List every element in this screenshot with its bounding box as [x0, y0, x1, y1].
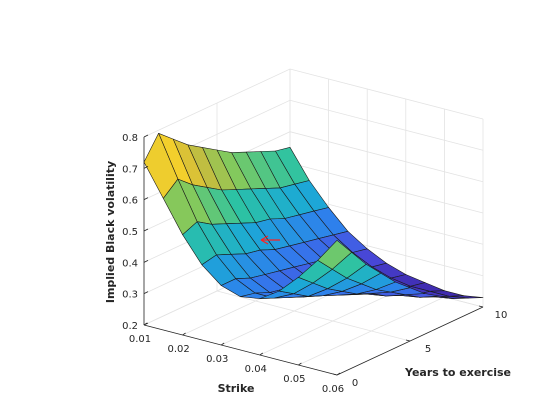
surface-patch: [317, 240, 352, 270]
x-tick-label: 0.02: [167, 344, 189, 355]
z-tick-label: 0.4: [122, 258, 138, 269]
z-tick: [143, 134, 149, 138]
z-tick: [143, 197, 149, 201]
z-tick: [143, 228, 149, 232]
z-tick: [143, 259, 149, 263]
data-cursor-marker: [260, 235, 280, 245]
tick-labels: 0.2 0.3 0.4 0.5 0.6 0.7 0.8 0.01 0.02 0.03 0.04 0.0…: [122, 133, 507, 395]
x-tick-label: 0.04: [245, 364, 267, 375]
surface-mesh: [143, 133, 484, 300]
z-tick: [143, 291, 149, 295]
y-tick: [478, 305, 484, 308]
y-tick: [332, 373, 338, 376]
z-tick-label: 0.5: [122, 227, 138, 238]
y-axis-label: Years to exercise: [404, 366, 511, 379]
x-tick: [336, 372, 341, 376]
x-tick: [182, 332, 186, 336]
x-tick-label: 0.03: [206, 354, 228, 365]
y-tick-label: 5: [425, 344, 431, 355]
x-axis-line: [143, 324, 338, 376]
x-axis-label: Strike: [218, 382, 255, 395]
y-tick-label: 10: [495, 310, 508, 321]
y-tick: [405, 339, 411, 342]
x-tick-label: 0.01: [129, 334, 151, 345]
z-axis-label: Implied Black volatility: [104, 161, 117, 303]
z-tick: [143, 165, 149, 169]
grid-line: [143, 68, 484, 138]
z-tick-label: 0.8: [122, 133, 138, 144]
z-tick-label: 0.2: [122, 321, 138, 332]
z-tick-label: 0.7: [122, 164, 138, 175]
axes: [143, 134, 484, 376]
x-tick-label: 0.05: [283, 374, 305, 385]
x-tick: [298, 362, 302, 366]
x-tick: [220, 342, 225, 346]
y-tick-label: 0: [352, 378, 358, 389]
x-tick: [143, 322, 148, 326]
x-tick-label: 0.06: [322, 384, 344, 395]
z-tick-label: 0.3: [122, 290, 138, 301]
z-tick-label: 0.6: [122, 196, 138, 207]
x-tick: [259, 352, 264, 356]
